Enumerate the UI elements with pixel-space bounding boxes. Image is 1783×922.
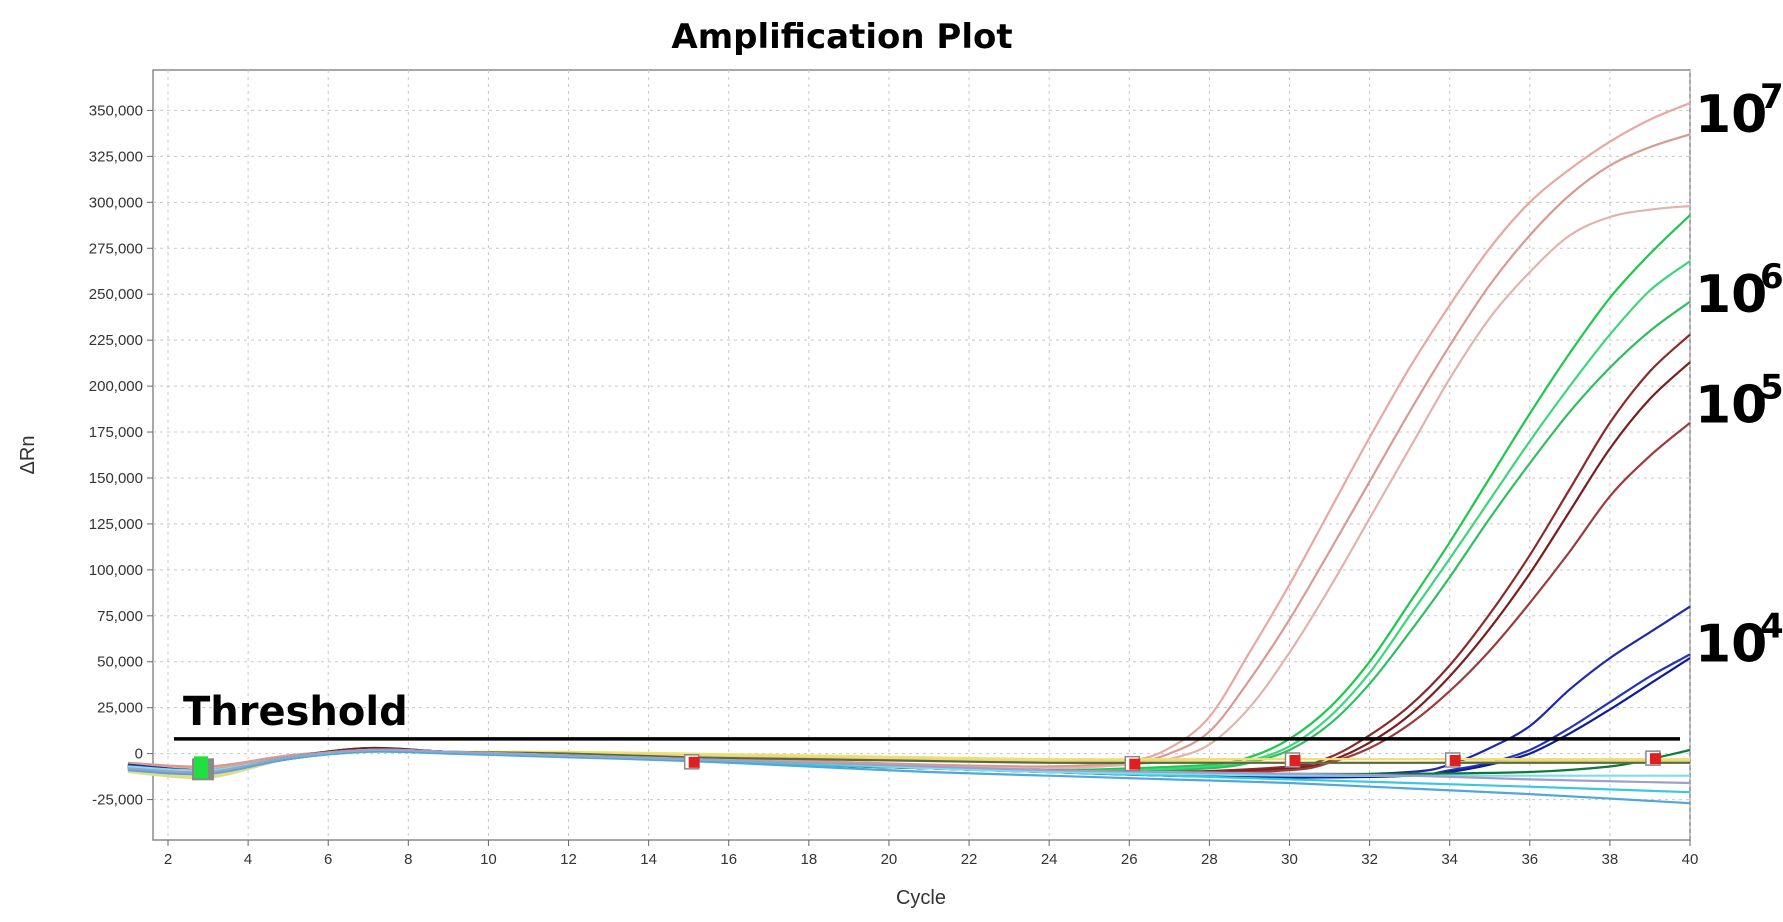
y-tick-label: 50,000 <box>97 654 143 671</box>
ct-marker <box>1449 754 1461 766</box>
x-tick-label: 32 <box>1361 851 1378 868</box>
x-tick-label: 4 <box>244 851 252 868</box>
amplification-curve <box>127 750 1691 805</box>
x-tick-label: 16 <box>720 851 737 868</box>
plot-area <box>152 69 1691 841</box>
x-tick-label: 6 <box>324 851 332 868</box>
amplification-curves <box>127 102 1691 805</box>
dilution-exponent: 6 <box>1760 257 1783 297</box>
dilution-label: 106 <box>1695 257 1783 325</box>
chart-title: Amplification Plot <box>671 17 1012 57</box>
x-tick-label: 10 <box>480 851 497 868</box>
y-tick-label: 325,000 <box>89 148 143 165</box>
x-tick-label: 30 <box>1281 851 1298 868</box>
y-tick-label: 100,000 <box>89 562 143 579</box>
dilution-base: 10 <box>1695 614 1767 674</box>
ct-marker <box>1649 753 1661 765</box>
x-tick-label: 36 <box>1521 851 1538 868</box>
threshold: Threshold <box>174 689 1680 741</box>
x-tick-label: 34 <box>1441 851 1458 868</box>
x-tick-label: 2 <box>164 851 172 868</box>
y-tick-label: 275,000 <box>89 240 143 257</box>
baseline-start-marker <box>194 756 209 779</box>
y-tick-label: 125,000 <box>89 516 143 533</box>
axis-ticks: 2 4 6 8 10 12 14 16 18 20 22 24 26 28 30 32 34 36 38 40-25,… <box>89 102 1699 868</box>
x-tick-label: 38 <box>1602 851 1619 868</box>
y-tick-label: 75,000 <box>97 608 143 625</box>
dilution-exponent: 7 <box>1760 77 1783 117</box>
x-axis-label: Cycle <box>896 887 946 909</box>
x-tick-label: 28 <box>1201 851 1218 868</box>
x-tick-label: 18 <box>800 851 817 868</box>
dilution-label: 105 <box>1695 367 1783 435</box>
y-tick-label: 350,000 <box>89 102 143 119</box>
dilution-label: 104 <box>1695 606 1783 674</box>
x-tick-label: 14 <box>640 851 657 868</box>
y-tick-label: 0 <box>135 746 143 763</box>
dilution-exponent: 5 <box>1760 367 1783 407</box>
amplification-curve <box>127 748 1691 785</box>
x-tick-label: 20 <box>881 851 898 868</box>
y-tick-label: 200,000 <box>89 378 143 395</box>
y-tick-label: -25,000 <box>92 792 143 809</box>
dilution-base: 10 <box>1695 85 1767 145</box>
cycle-markers <box>192 750 1661 781</box>
x-tick-label: 26 <box>1121 851 1138 868</box>
x-tick-label: 22 <box>961 851 978 868</box>
y-tick-label: 225,000 <box>89 332 143 349</box>
y-tick-label: 25,000 <box>97 700 143 717</box>
x-tick-label: 40 <box>1682 851 1699 868</box>
dilution-base: 10 <box>1695 265 1767 325</box>
dilution-base: 10 <box>1695 375 1767 435</box>
y-axis-label: ΔRn <box>17 436 39 475</box>
y-tick-label: 150,000 <box>89 470 143 487</box>
y-tick-label: 175,000 <box>89 424 143 441</box>
x-tick-label: 24 <box>1041 851 1058 868</box>
dilution-exponent: 4 <box>1760 606 1783 646</box>
ct-marker <box>688 756 700 768</box>
grid <box>153 70 1691 840</box>
threshold-label: Threshold <box>183 689 408 735</box>
y-tick-label: 300,000 <box>89 194 143 211</box>
x-tick-label: 8 <box>404 851 412 868</box>
ct-marker <box>1129 758 1141 770</box>
y-tick-label: 250,000 <box>89 286 143 303</box>
ct-marker <box>1289 754 1301 766</box>
x-tick-label: 12 <box>560 851 577 868</box>
dilution-label: 107 <box>1695 77 1783 145</box>
